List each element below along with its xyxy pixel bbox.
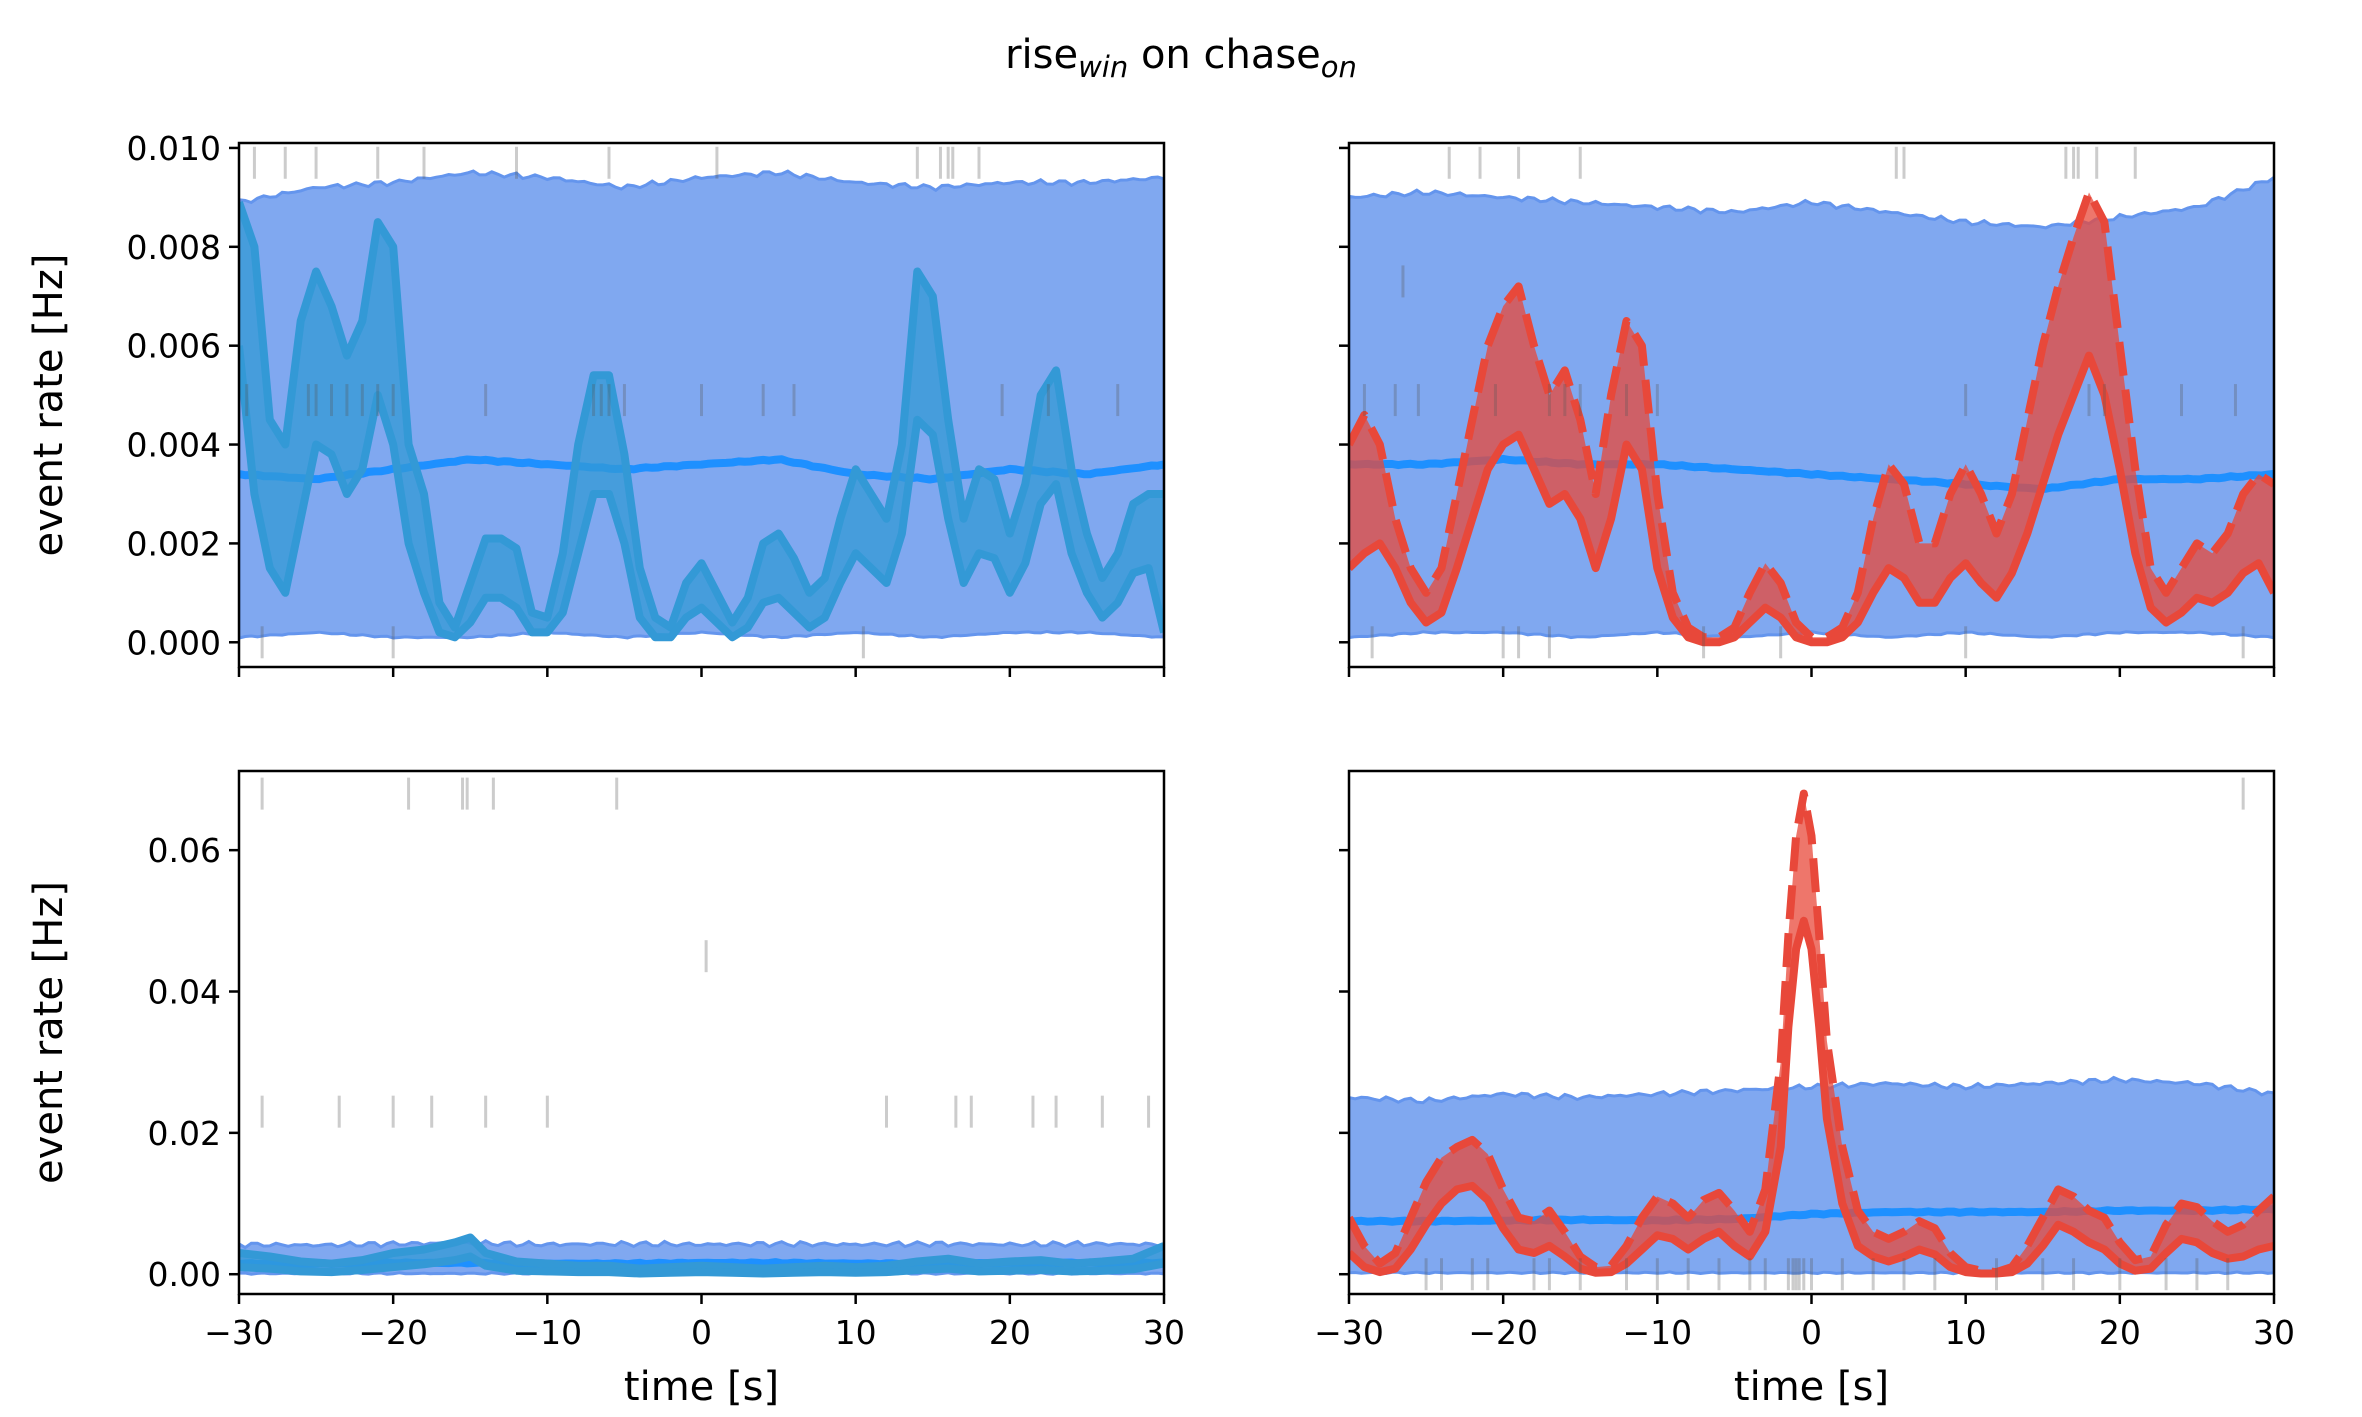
plot-area bbox=[239, 146, 1164, 659]
observed-rate-lower-line bbox=[1349, 351, 2274, 647]
y-tick-label: 0.002 bbox=[127, 524, 221, 563]
observed-rate-upper-line bbox=[1349, 789, 2274, 1277]
observed-rate-lower-line bbox=[239, 345, 1164, 642]
x-tick-label: 10 bbox=[835, 1313, 877, 1352]
x-tick-label: 30 bbox=[1143, 1313, 1185, 1352]
title-mid: on chase bbox=[1128, 32, 1321, 78]
y-tick-label: 0.04 bbox=[148, 973, 221, 1012]
y-tick-label: 0.02 bbox=[148, 1114, 221, 1153]
observed-rate-lower-line bbox=[239, 1252, 1164, 1278]
y-tick-label: 0.06 bbox=[148, 831, 221, 870]
panel-top-left: 0.000 0.002 0.004 0.006 0.008 0.010 event rate… bbox=[26, 129, 1166, 677]
title-subscript-win: win bbox=[1078, 50, 1128, 84]
x-tick-label: −20 bbox=[1468, 1313, 1538, 1352]
panel-bottom-right: −30 −20 −10 0 10 20 30 time [s] bbox=[1314, 769, 2295, 1410]
title-subscript-on: on bbox=[1321, 50, 1357, 84]
x-tick-label: 20 bbox=[2099, 1313, 2141, 1352]
y-tick-label: 0.006 bbox=[127, 327, 221, 366]
observed-rate-lower-line bbox=[1349, 916, 2274, 1278]
y-tick-label: 0.008 bbox=[127, 228, 221, 267]
x-tick-label: 10 bbox=[1945, 1313, 1987, 1352]
y-tick-label: 0.00 bbox=[148, 1255, 221, 1294]
observed-rate-band bbox=[239, 1237, 1164, 1274]
x-tick-label: −10 bbox=[513, 1313, 583, 1352]
x-tick-label: 30 bbox=[2253, 1313, 2295, 1352]
x-tick-label: 0 bbox=[691, 1313, 712, 1352]
x-tick-label: −10 bbox=[1623, 1313, 1693, 1352]
plot-area bbox=[239, 777, 1164, 1278]
x-tick-label: −30 bbox=[1314, 1313, 1384, 1352]
observed-rate-upper-line bbox=[239, 1233, 1164, 1273]
x-axis-label: time [s] bbox=[1734, 1364, 1889, 1410]
y-tick-label: 0.010 bbox=[127, 129, 221, 168]
figure-title: risewin on chaseon bbox=[1005, 32, 1357, 84]
observed-rate-upper-line bbox=[239, 200, 1164, 632]
y-axis-label: event rate [Hz] bbox=[26, 881, 72, 1184]
observed-rate-upper-line bbox=[1349, 188, 2274, 642]
observed-rate-band bbox=[1349, 192, 2274, 643]
plot-area bbox=[1349, 777, 2274, 1291]
plot-area bbox=[1349, 146, 2274, 659]
x-tick-label: 0 bbox=[1801, 1313, 1822, 1352]
panel-bottom-left: 0.00 0.02 0.04 0.06 −30 −20 −10 0 10 20 30 event ra… bbox=[26, 769, 1185, 1410]
x-axis-label: time [s] bbox=[624, 1364, 779, 1410]
title-main: rise bbox=[1005, 32, 1078, 78]
x-tick-label: −20 bbox=[358, 1313, 428, 1352]
panel-top-right bbox=[1339, 141, 2276, 677]
observed-rate-band bbox=[1349, 793, 2274, 1274]
x-tick-label: 20 bbox=[989, 1313, 1031, 1352]
y-axis-label: event rate [Hz] bbox=[26, 254, 72, 557]
axes-frame bbox=[237, 769, 1166, 1296]
y-tick-label: 0.000 bbox=[127, 623, 221, 662]
x-tick-label: −30 bbox=[204, 1313, 274, 1352]
y-tick-label: 0.004 bbox=[127, 426, 221, 465]
